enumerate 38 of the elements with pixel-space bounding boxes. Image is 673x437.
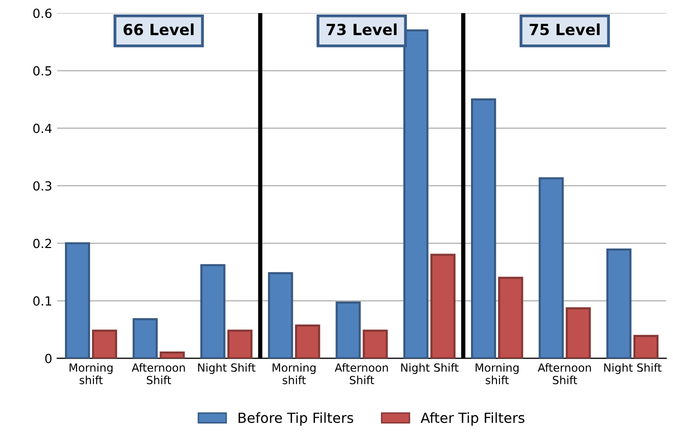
bar <box>633 334 659 358</box>
bar <box>200 264 226 358</box>
bar <box>362 330 388 358</box>
x-tick-label: Night Shift <box>604 363 662 374</box>
bar <box>160 352 185 358</box>
annotation: 73 Level <box>326 23 397 36</box>
bar <box>132 318 158 358</box>
y-tick-label: 0.4 <box>33 124 52 134</box>
bar <box>606 248 632 358</box>
y-tick-label: 0 <box>45 354 52 364</box>
bar <box>268 272 294 358</box>
y-tick-label: 0.3 <box>33 181 52 191</box>
x-tick-label: Morning shift <box>476 363 519 384</box>
x-tick-label: Morning shift <box>272 363 316 384</box>
x-tick-label: Afternoon Shift <box>538 363 591 384</box>
bar <box>64 242 90 358</box>
legend-label: After Tip Filters <box>420 412 524 426</box>
x-tick-label: Morning shift <box>70 363 113 384</box>
bar <box>295 324 320 358</box>
bar <box>471 98 496 358</box>
x-tick-label: Afternoon Shift <box>334 363 388 384</box>
bar <box>430 254 456 358</box>
y-tick-label: 0.5 <box>33 66 52 76</box>
bar <box>336 301 361 358</box>
bar <box>92 330 118 358</box>
legend-label: Before Tip Filters <box>238 412 354 426</box>
bar <box>566 307 591 358</box>
bar <box>498 276 524 358</box>
bar <box>538 177 564 358</box>
bar <box>227 330 252 358</box>
annotation: 75 Level <box>530 23 600 36</box>
y-tick-label: 0.2 <box>33 238 52 248</box>
x-tick-label: Night Shift <box>198 363 256 374</box>
y-tick-label: 0.1 <box>33 296 52 306</box>
y-tick-label: 0.6 <box>33 8 52 18</box>
x-tick-label: Night Shift <box>401 363 458 374</box>
x-tick-label: Afternoon Shift <box>132 363 185 384</box>
annotation: 66 Level <box>124 23 194 36</box>
